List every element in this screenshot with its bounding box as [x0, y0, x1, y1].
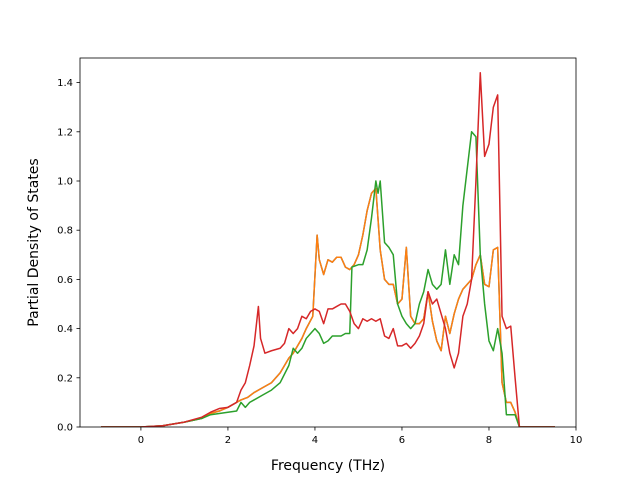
y-tick-label: 0.0 [57, 423, 73, 434]
series-line-3 [101, 131, 555, 427]
y-tick-label: 1.0 [57, 177, 73, 188]
x-axis-label: Frequency (THz) [271, 458, 385, 474]
axes-frame [79, 57, 577, 428]
x-tick-label: 4 [312, 435, 318, 446]
plot-area: 0 2 4 6 8 10 0.0 0.2 0.4 0.6 0.8 1.0 1.2 1.4 [57, 57, 583, 446]
y-tick-label: 1.4 [57, 78, 73, 89]
y-axis-label: Partial Density of States [26, 158, 42, 326]
y-tick-label: 0.4 [57, 324, 73, 335]
series-layer [101, 72, 555, 427]
x-tick-label: 0 [138, 435, 144, 446]
series-line-2 [101, 187, 555, 427]
x-tick-label: 8 [486, 435, 492, 446]
y-tick-label: 0.2 [57, 373, 73, 384]
x-axis-ticks: 0 2 4 6 8 10 [138, 427, 583, 446]
x-tick-label: 10 [570, 435, 583, 446]
y-tick-label: 1.2 [57, 127, 73, 138]
x-tick-label: 6 [399, 435, 405, 446]
series-line-4 [101, 72, 555, 427]
y-tick-label: 0.8 [57, 226, 73, 237]
y-axis-ticks: 0.0 0.2 0.4 0.6 0.8 1.0 1.2 1.4 [57, 78, 80, 434]
axes-background [80, 58, 576, 427]
y-tick-label: 0.6 [57, 275, 73, 286]
x-tick-label: 2 [225, 435, 231, 446]
